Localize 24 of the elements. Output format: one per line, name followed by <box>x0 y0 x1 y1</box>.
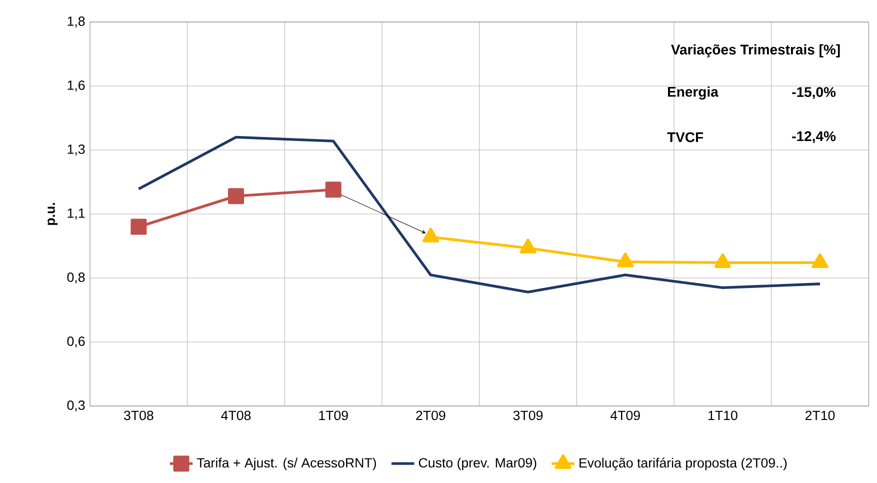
legend-label: Evolução tarifária proposta (2T09..) <box>580 458 787 470</box>
x-tick-label: 4T09 <box>610 410 640 420</box>
annotation: TVCF <box>667 132 704 142</box>
annotation: -12,4% <box>792 131 836 144</box>
annotation: Energia <box>668 86 718 100</box>
y-tick-label: 1,6 <box>68 80 85 92</box>
y-tick-label: 1,1 <box>68 208 85 220</box>
y-axis-title: p.u. <box>48 203 58 225</box>
x-tick-label: 3T09 <box>513 410 543 420</box>
annotation: Variações Trimestrais [%] <box>671 44 840 58</box>
x-tick-label: 1T10 <box>708 410 738 420</box>
x-tick-label: 3T08 <box>124 410 154 420</box>
y-tick-label: 0,8 <box>67 272 85 284</box>
x-tick-label: 4T08 <box>221 410 251 420</box>
y-tick-label: 1,8 <box>68 16 85 28</box>
legend-label: Tarifa + Ajust. (s/ AcessoRNT) <box>196 458 376 470</box>
legend-label: Custo (prev. Mar09) <box>418 458 536 470</box>
y-tick-label: 1,3 <box>68 144 85 156</box>
x-tick-label: 2T10 <box>805 410 835 420</box>
y-tick-label: 0,3 <box>67 400 85 412</box>
x-tick-label: 2T09 <box>416 410 446 420</box>
x-tick-label: 1T09 <box>319 410 348 420</box>
y-tick-label: 0,6 <box>67 336 85 348</box>
annotation: -15,0% <box>792 87 836 100</box>
